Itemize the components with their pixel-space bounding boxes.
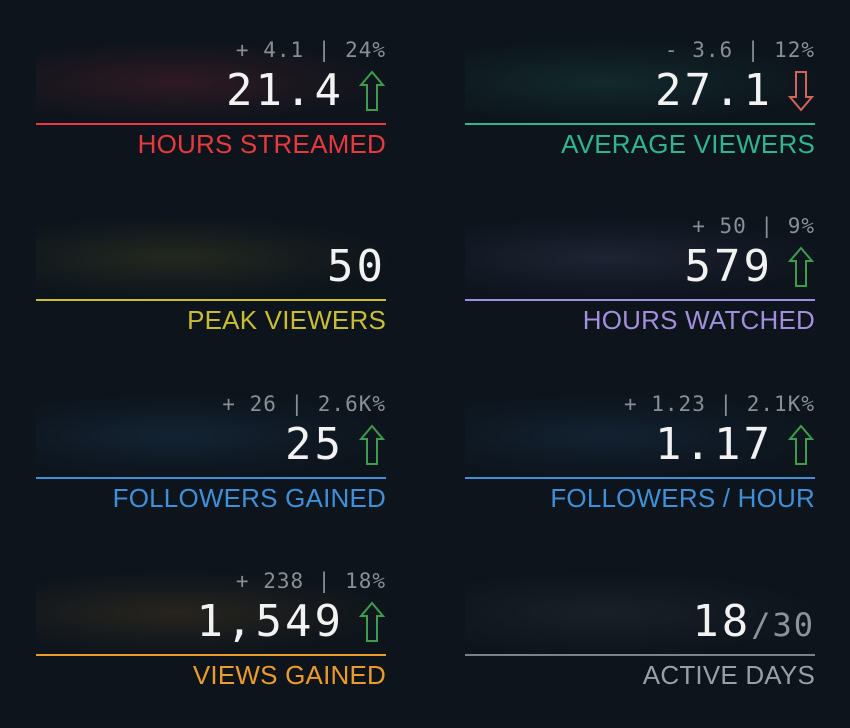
arrow-down-icon	[787, 71, 815, 112]
card-glow	[465, 42, 815, 122]
stat-value: 27.1	[655, 65, 773, 116]
stat-card-hours-watched: + 50 | 9% 579 HOURS WATCHED	[465, 176, 815, 335]
card-glow	[465, 396, 815, 476]
card-glow	[36, 42, 386, 122]
accent-bar	[465, 299, 815, 301]
stat-label: ACTIVE DAYS	[642, 660, 815, 690]
stat-value: 21.4	[226, 65, 344, 116]
delta-text: + 1.23 | 2.1K%	[623, 392, 815, 416]
delta-text: + 238 | 18%	[235, 569, 386, 593]
active-days-total: /30	[751, 606, 815, 644]
stat-card-followers-per-hour: + 1.23 | 2.1K% 1.17 FOLLOWERS / HOUR	[465, 354, 815, 513]
accent-bar	[465, 477, 815, 479]
stat-label: FOLLOWERS / HOUR	[550, 483, 815, 513]
arrow-up-icon	[787, 424, 815, 465]
stat-card-followers-gained: + 26 | 2.6K% 25 FOLLOWERS GAINED	[36, 354, 386, 513]
stat-value: 25	[285, 419, 344, 470]
stat-card-active-days: 18/30 ACTIVE DAYS	[465, 531, 815, 690]
accent-bar	[36, 477, 386, 479]
card-glow	[36, 218, 386, 298]
stat-label: VIEWS GAINED	[192, 660, 386, 690]
delta-text: + 26 | 2.6K%	[222, 392, 386, 416]
delta-text: - 3.6 | 12%	[664, 38, 815, 62]
arrow-up-icon	[358, 601, 386, 642]
stat-card-hours-streamed: + 4.1 | 24% 21.4 HOURS STREAMED	[36, 0, 386, 159]
stat-label: PEAK VIEWERS	[187, 305, 386, 335]
stat-card-views-gained: + 238 | 18% 1,549 VIEWS GAINED	[36, 531, 386, 690]
card-glow	[465, 573, 815, 653]
stat-label: AVERAGE VIEWERS	[561, 129, 815, 159]
arrow-up-icon	[787, 246, 815, 287]
accent-bar	[36, 123, 386, 125]
stat-card-peak-viewers: 50 PEAK VIEWERS	[36, 176, 386, 335]
active-days-count: 18	[692, 596, 752, 647]
delta-text: + 4.1 | 24%	[235, 38, 386, 62]
accent-bar	[465, 654, 815, 656]
stat-value: 1.17	[655, 419, 773, 470]
delta-text: + 50 | 9%	[692, 214, 815, 238]
stat-card-average-viewers: - 3.6 | 12% 27.1 AVERAGE VIEWERS	[465, 0, 815, 159]
stat-label: HOURS WATCHED	[582, 305, 815, 335]
card-glow	[36, 396, 386, 476]
arrow-up-icon	[358, 70, 386, 111]
stat-label: FOLLOWERS GAINED	[112, 483, 386, 513]
stat-value: 18/30	[692, 600, 815, 644]
stat-value: 579	[684, 241, 773, 292]
stat-value: 1,549	[196, 596, 344, 647]
stat-label: HOURS STREAMED	[137, 129, 386, 159]
accent-bar	[36, 654, 386, 656]
card-glow	[465, 218, 815, 298]
accent-bar	[36, 299, 386, 301]
arrow-up-icon	[358, 424, 386, 465]
accent-bar	[465, 123, 815, 125]
stat-value: 50	[327, 241, 386, 292]
card-glow	[36, 573, 386, 653]
